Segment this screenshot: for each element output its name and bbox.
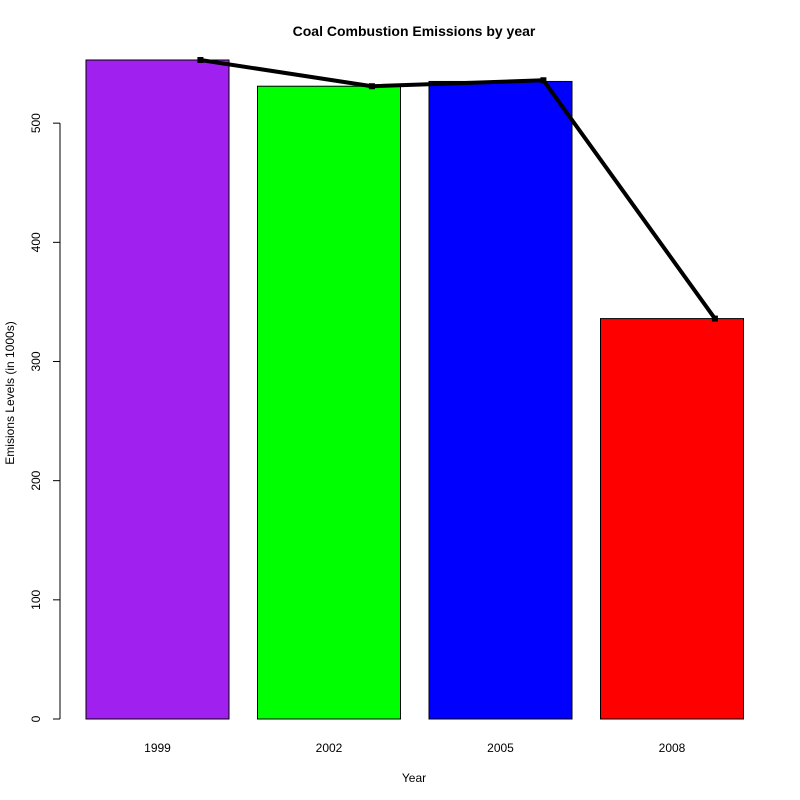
- trend-point: [711, 315, 718, 322]
- y-tick-label: 100: [29, 589, 43, 609]
- trend-point: [540, 77, 547, 84]
- trend-line: [200, 58, 717, 320]
- x-tick-label: 1999: [144, 741, 171, 755]
- bar-2005: [428, 80, 573, 720]
- bar-2002: [257, 85, 401, 720]
- y-axis-label: Emisions Levels (in 1000s): [3, 321, 17, 464]
- trend-point: [368, 83, 375, 90]
- y-tick-label: 200: [29, 470, 43, 490]
- x-tick-labels: 1999 2002 2005 2008: [144, 741, 686, 755]
- y-tick-label: 0: [29, 715, 43, 722]
- x-axis-label: Year: [402, 771, 426, 785]
- x-tick-label: 2002: [316, 741, 343, 755]
- y-tick-label: 300: [29, 351, 43, 371]
- y-tick-label: 500: [29, 113, 43, 133]
- bar-1999: [85, 59, 230, 720]
- trend-line-group: [197, 57, 718, 322]
- x-tick-label: 2005: [487, 741, 514, 755]
- y-axis: 0 100 200 300 400 500: [29, 113, 61, 722]
- trend-point: [197, 57, 204, 63]
- bar-2008: [600, 318, 744, 720]
- x-tick-label: 2008: [659, 741, 686, 755]
- chart-title: Coal Combustion Emissions by year: [293, 23, 536, 39]
- bars: [85, 59, 744, 720]
- y-tick-label: 400: [29, 232, 43, 252]
